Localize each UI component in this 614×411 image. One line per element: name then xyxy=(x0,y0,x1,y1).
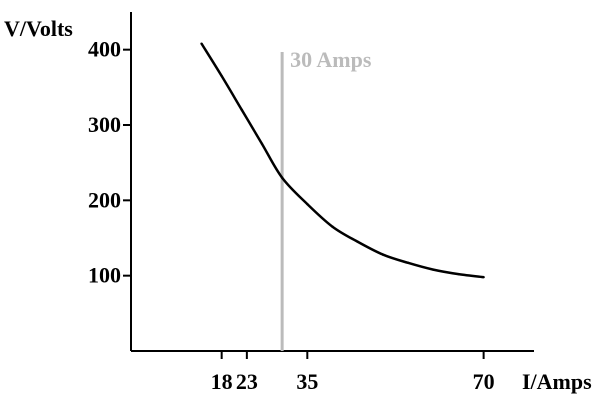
y-axis-title: V/Volts xyxy=(4,16,73,41)
y-tick-label-100: 100 xyxy=(88,263,121,288)
data-point-0-6 xyxy=(331,225,334,228)
y-tick-label-200: 200 xyxy=(88,187,121,212)
x-tick-label-35: 35 xyxy=(296,369,318,394)
y-tick-label-400: 400 xyxy=(88,37,121,62)
y-tick-label-300: 300 xyxy=(88,112,121,137)
data-point-0-11 xyxy=(457,272,460,276)
data-point-0-3 xyxy=(260,142,264,146)
data-point-0-10 xyxy=(432,268,435,271)
data-point-0-8 xyxy=(381,253,385,256)
data-point-0-1 xyxy=(220,74,223,78)
x-axis-title: I/Amps xyxy=(522,369,592,394)
vline-group: 30 Amps xyxy=(280,47,372,351)
data-point-0-7 xyxy=(356,240,359,243)
data-point-0-12 xyxy=(482,275,485,279)
data-point-0-4 xyxy=(280,176,284,179)
ticks: 100 200 300 400 18 23 35 70 xyxy=(88,37,495,394)
series-group xyxy=(200,42,485,279)
axes xyxy=(130,12,534,352)
x-tick-label-18: 18 xyxy=(211,369,233,394)
data-point-0-9 xyxy=(406,261,410,265)
x-tick-label-23: 23 xyxy=(236,369,258,394)
data-point-0-5 xyxy=(306,202,309,206)
x-tick-label-70: 70 xyxy=(473,369,495,394)
data-point-0-0 xyxy=(200,42,203,45)
reference-line-label: 30 Amps xyxy=(290,47,372,72)
series-line-0 xyxy=(200,42,484,279)
data-point-0-2 xyxy=(240,108,244,112)
